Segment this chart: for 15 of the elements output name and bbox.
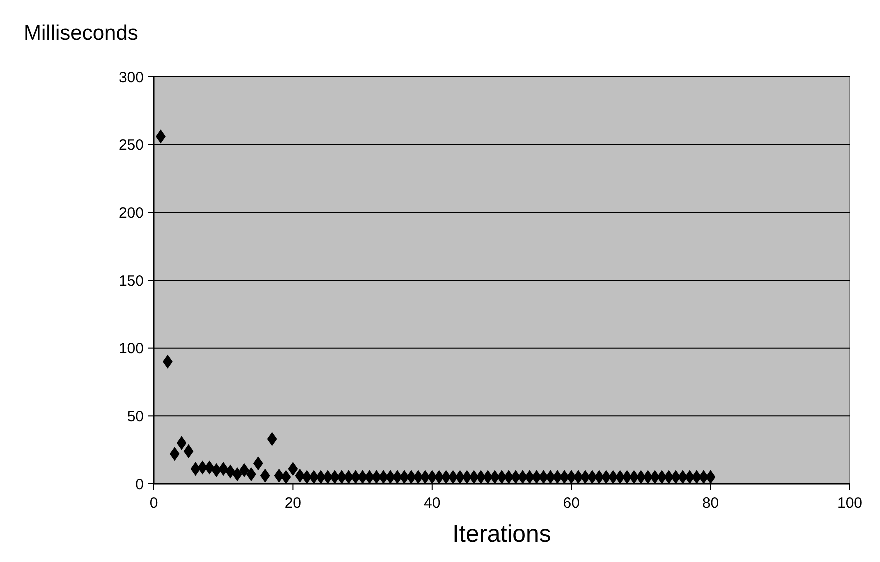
y-tick-label: 0 xyxy=(136,476,144,494)
x-tick-label: 80 xyxy=(702,495,720,512)
x-tick-label: 60 xyxy=(563,495,580,512)
x-tick-label: 20 xyxy=(284,495,302,512)
y-tick-label: 200 xyxy=(118,204,144,222)
y-tick-label: 300 xyxy=(118,69,144,86)
x-axis-title: Iterations xyxy=(452,521,552,548)
x-tick-label: 100 xyxy=(837,495,863,512)
y-tick-label: 100 xyxy=(118,340,144,358)
y-tick-label: 150 xyxy=(118,272,144,290)
y-axis-title: Milliseconds xyxy=(24,22,138,45)
x-tick-label: 0 xyxy=(150,495,158,512)
y-tick-label: 50 xyxy=(127,408,144,426)
y-tick-label: 250 xyxy=(118,137,144,154)
x-tick-label: 40 xyxy=(424,495,441,512)
